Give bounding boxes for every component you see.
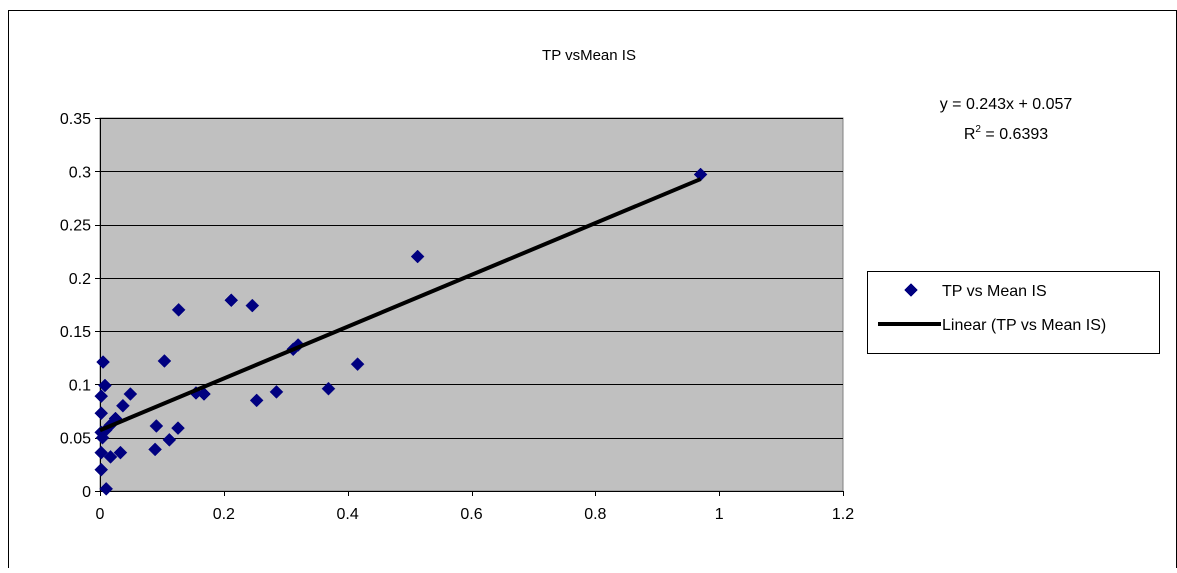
data-point [269,385,284,399]
data-point [94,445,109,460]
data-point [171,302,186,317]
data-point [103,450,118,464]
data-point [321,381,336,396]
legend: TP vs Mean IS Linear (TP vs Mean IS) [867,271,1160,354]
plot-background [99,117,844,492]
data-point [171,421,185,435]
x-tick-label: 0.8 [584,506,606,523]
legend-box [867,271,1160,354]
data-point [410,249,425,264]
data-point [98,378,112,393]
data-point [94,389,109,404]
legend-label-series: TP vs Mean IS [942,283,1047,300]
x-tick-label: 1 [715,506,724,523]
y-tick-label: 0.05 [60,431,91,448]
y-tick-label: 0.3 [69,164,91,181]
data-point [350,357,365,372]
data-point [96,355,110,369]
x-tick-label: 0.6 [460,506,482,523]
y-tick-label: 0.15 [60,324,91,341]
x-tick-label: 1.2 [832,506,854,523]
plot-area: 0 0.05 0.1 0.15 0.2 0.25 0.3 0.35 0 0.2 0.4 0.6 0.8 1… [60,111,854,523]
trendline-equation: y = 0.243x + 0.057 R2 = 0.6393 [940,96,1073,143]
data-point [245,298,260,313]
y-tick-label: 0.1 [69,377,91,394]
x-tick-label: 0.4 [337,506,359,523]
y-tick-label: 0.35 [60,111,91,128]
data-point [249,393,264,408]
legend-label-trendline: Linear (TP vs Mean IS) [942,317,1106,334]
data-point [95,430,110,445]
data-point [94,406,109,421]
data-point [99,482,114,496]
y-tick-label: 0.25 [60,218,91,235]
y-tick-label: 0 [82,484,91,501]
y-tick-label: 0.2 [69,271,91,288]
r-squared-label: R2 = 0.6393 [964,124,1048,143]
chart-title: TP vsMean IS [542,47,636,64]
data-point [224,293,239,308]
data-point [197,387,211,401]
data-point [123,387,138,401]
legend-marker-series [904,283,918,297]
data-point [116,398,130,413]
data-point [148,442,162,457]
x-tick-label: 0 [96,506,105,523]
data-point [94,462,109,477]
equation-label: y = 0.243x + 0.057 [940,96,1073,113]
data-point [113,445,128,460]
x-tick-label: 0.2 [213,506,235,523]
data-point [162,432,177,447]
data-point [149,419,164,433]
trendline [99,177,702,433]
data-point [157,354,172,368]
